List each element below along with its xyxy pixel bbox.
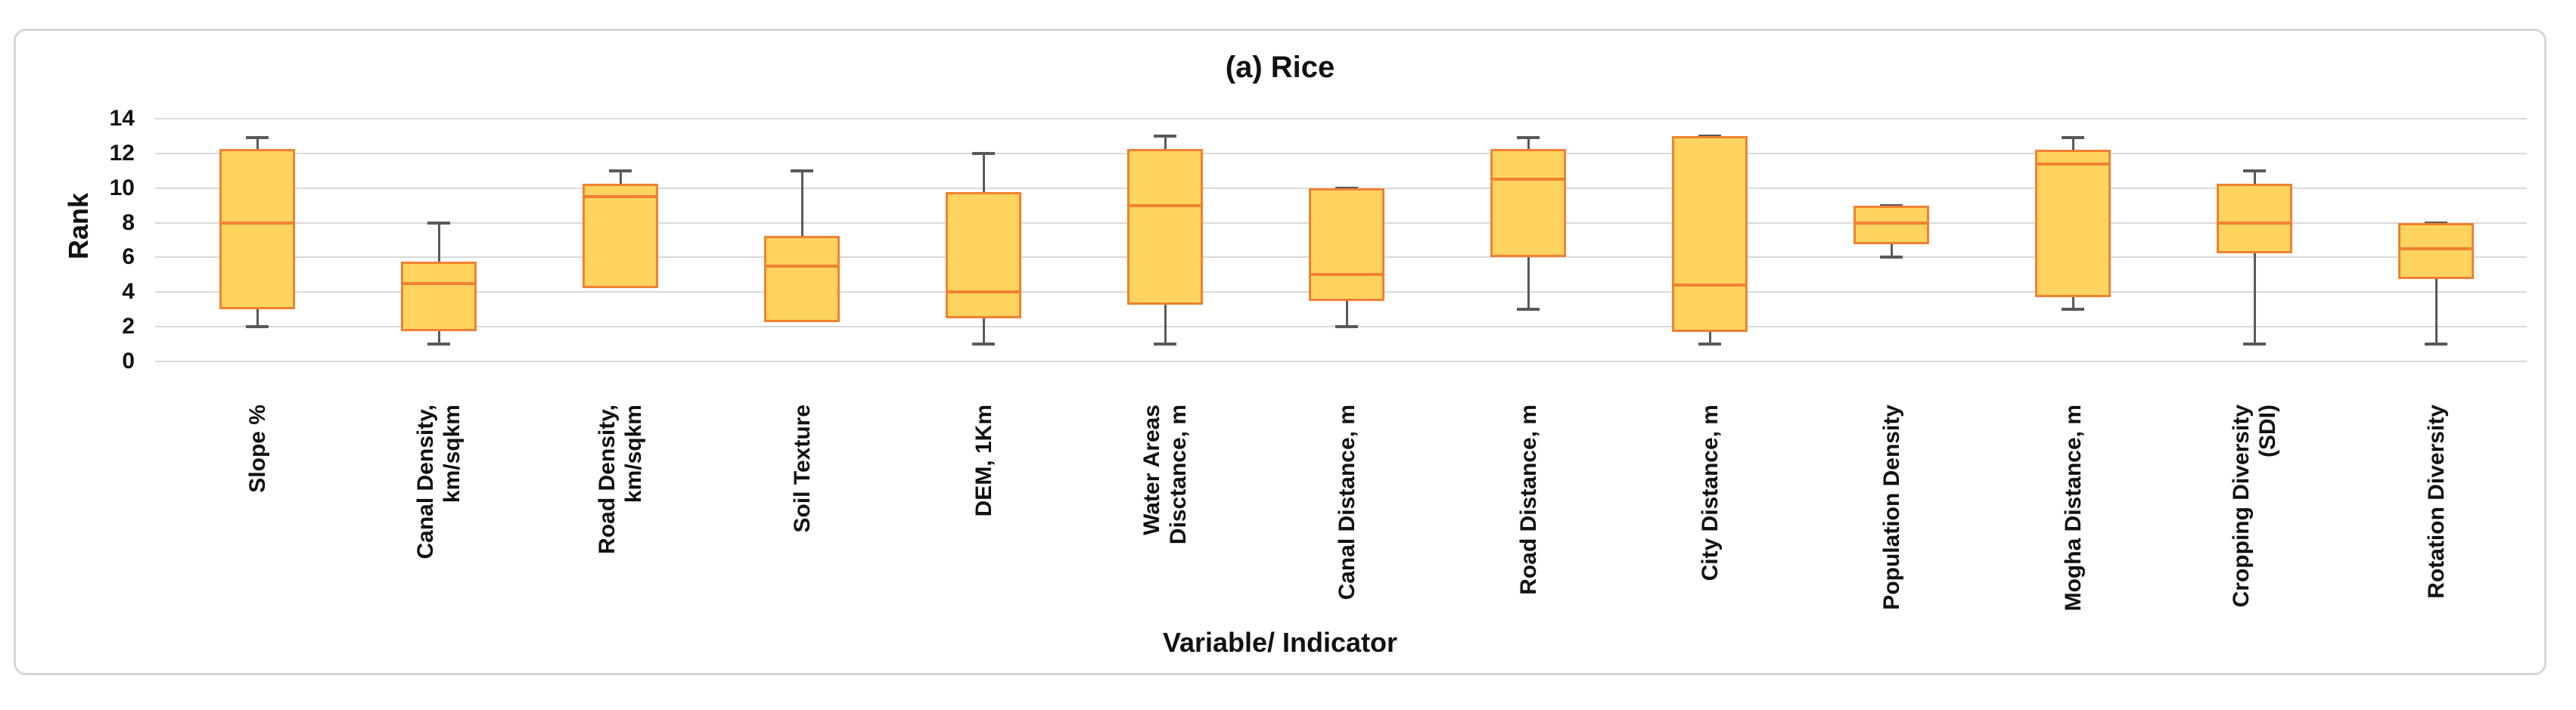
lower-whisker-cap [1880,256,1903,259]
upper-whisker-cap [1154,134,1176,138]
lower-whisker-cap [2425,343,2447,346]
x-tick-label: Canal Density, km/sqkm [413,405,465,560]
upper-whisker-cap [972,151,995,155]
median-line [401,281,477,285]
median-line [946,290,1021,294]
lower-whisker [2435,279,2438,345]
y-tick-label: 2 [122,314,135,339]
median-line [1309,273,1384,277]
x-tick-label: Slope % [244,405,270,493]
box-rect [2035,150,2111,298]
upper-whisker [619,170,622,184]
x-tick-label: Water Areas Disctance, m [1139,405,1191,545]
lower-whisker-cap [972,343,995,346]
median-line [2217,221,2292,225]
lower-whisker-cap [1698,343,1721,346]
box-rect [1309,188,1384,301]
chart-card: (a) Rice Variable/ Indicator [14,29,2546,675]
y-tick-label: 14 [109,106,135,131]
upper-whisker [800,170,803,236]
box-rect [1854,205,1929,245]
x-tick-label: Soil Texture [789,405,815,533]
x-tick-label: DEM, 1Km [971,405,996,517]
lower-whisker-cap [2243,343,2266,346]
x-tick-label: Canal Distance, m [1334,405,1359,600]
chart-title: (a) Rice [1225,51,1335,84]
gridline [155,118,2527,119]
x-tick-label: Road Distance, m [1515,405,1541,595]
lower-whisker [2253,253,2256,345]
upper-whisker [2071,138,2074,150]
lower-whisker [1527,257,1530,310]
median-line [1490,178,1566,181]
y-tick-label: 6 [122,244,135,270]
x-tick-label: Population Density [1878,405,1904,610]
box-rect [1127,149,1203,305]
box-rect [2398,222,2474,280]
lower-whisker [1164,305,1167,345]
lower-whisker-cap [1335,325,1358,329]
x-tick-label: Cropping Diversity (SDI) [2229,405,2280,608]
median-line [2035,162,2111,166]
lower-whisker-cap [246,325,269,329]
box-rect [764,235,840,323]
box-rect [946,192,1021,318]
lower-whisker [2071,297,2074,310]
lower-whisker [1345,300,1348,327]
lower-whisker-cap [427,343,450,346]
gridline [155,361,2527,362]
upper-whisker [1164,135,1167,150]
y-tick-label: 0 [122,349,135,374]
upper-whisker-cap [2243,169,2266,172]
y-tick-label: 12 [109,140,135,166]
upper-whisker-cap [791,169,813,172]
box-rect [2217,183,2292,253]
upper-whisker [982,153,985,193]
upper-whisker-cap [1517,136,1540,140]
upper-whisker-cap [2062,136,2084,140]
box-rect [1672,135,1748,332]
lower-whisker [982,318,985,345]
y-tick-label: 8 [122,209,135,235]
box-rect [219,149,295,310]
x-tick-label: Mogha Distance, m [2060,405,2086,612]
median-line [2398,246,2474,250]
lower-whisker [1708,332,1711,345]
lower-whisker-cap [1517,308,1540,312]
upper-whisker-cap [246,136,269,140]
x-tick-label: City Distance, m [1697,405,1723,581]
x-axis-title: Variable/ Indicator [1162,627,1398,658]
upper-whisker-cap [427,221,450,225]
lower-whisker [256,309,259,327]
gridline [155,152,2527,154]
y-tick-label: 4 [122,279,135,305]
lower-whisker [437,330,440,345]
median-line [764,264,840,268]
lower-whisker-cap [2062,308,2084,312]
upper-whisker [256,138,259,150]
box-rect [401,262,477,331]
x-tick-label: Road Density, km/sqkm [595,405,646,554]
x-tick-label: Rotation Diversity [2423,405,2449,599]
upper-whisker [1527,138,1530,150]
median-line [583,195,658,199]
y-tick-label: 10 [109,175,135,200]
median-line [1854,221,1929,225]
lower-whisker [1890,244,1893,258]
upper-whisker-cap [609,169,632,172]
lower-whisker-cap [1154,343,1176,346]
median-line [219,221,295,225]
median-line [1127,203,1203,207]
upper-whisker [437,222,440,262]
median-line [1672,284,1748,287]
box-rect [583,183,658,288]
upper-whisker [2253,170,2256,184]
box-rect [1490,149,1566,258]
